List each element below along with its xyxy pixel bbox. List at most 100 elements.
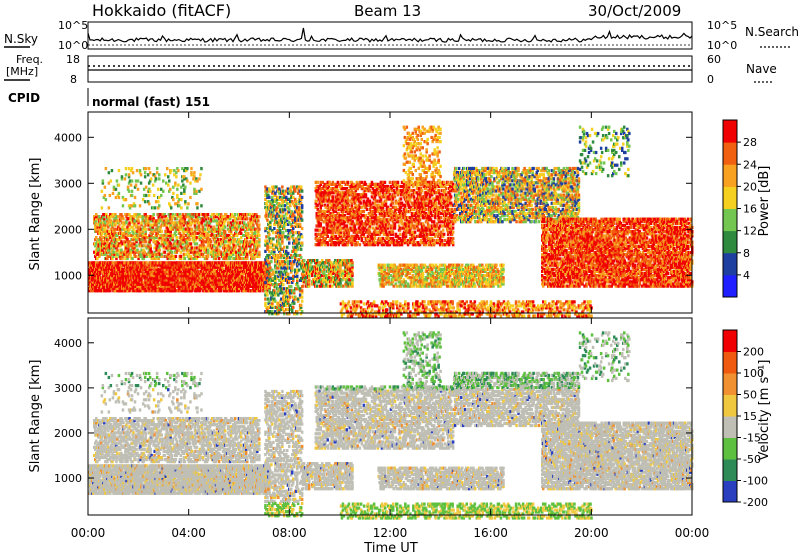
power-cell — [249, 276, 252, 280]
power-cell — [116, 282, 119, 286]
power-cell — [205, 215, 209, 219]
power-cell — [249, 261, 252, 265]
power-cell — [172, 246, 176, 250]
power-cell — [163, 240, 166, 244]
power-cell — [114, 213, 117, 217]
power-cell — [126, 225, 129, 229]
power-cell — [99, 219, 102, 223]
power-cell — [117, 195, 121, 200]
power-cell — [259, 289, 262, 293]
power-cell — [143, 263, 146, 267]
power-cell — [103, 219, 106, 223]
power-cell — [137, 261, 140, 265]
power-cell — [292, 231, 295, 235]
power-cell — [133, 242, 136, 246]
power-cell — [109, 289, 112, 293]
power-cell — [202, 261, 206, 265]
power-cell — [117, 169, 121, 173]
power-cell — [151, 254, 154, 258]
power-cell — [215, 252, 219, 256]
power-cell — [143, 244, 146, 248]
power-cell — [261, 269, 264, 274]
power-cell — [132, 289, 135, 293]
power-cell — [141, 236, 144, 240]
power-cell — [229, 254, 233, 258]
power-cell — [168, 267, 171, 271]
power-cell — [237, 274, 240, 278]
power-cell — [172, 261, 176, 265]
power-cell — [178, 231, 182, 235]
power-cell — [187, 256, 191, 261]
power-cell — [171, 213, 175, 217]
power-cell — [227, 261, 231, 265]
power-cell — [119, 254, 122, 258]
power-cell — [139, 181, 143, 185]
power-cell — [228, 236, 232, 240]
power-cell — [103, 193, 107, 198]
power-cell — [167, 213, 170, 217]
power-cell — [137, 219, 140, 223]
power-cell — [258, 233, 261, 238]
power-cell — [107, 171, 111, 175]
power-cell — [108, 244, 111, 248]
power-cell — [247, 286, 250, 291]
power-cell — [169, 248, 172, 252]
station-title: Hokkaido (fitACF) — [92, 1, 231, 20]
power-cell — [174, 289, 178, 293]
power-cell — [112, 215, 115, 219]
power-cell — [179, 256, 183, 261]
power-cell — [194, 231, 198, 235]
power-cell — [191, 269, 195, 274]
power-cell — [221, 284, 225, 288]
power-cell — [170, 254, 173, 258]
power-cell — [212, 225, 216, 229]
power-cell — [206, 254, 210, 258]
power-cell — [300, 210, 304, 214]
freq-unit: [MHz] — [6, 65, 38, 78]
power-cell — [156, 240, 159, 244]
power-cell — [202, 213, 206, 217]
power-cell — [97, 225, 100, 229]
power-cell — [154, 177, 158, 181]
power-cell — [246, 256, 249, 261]
power-cell — [245, 215, 248, 219]
power-cell — [121, 227, 124, 231]
power-cell — [166, 167, 169, 171]
power-cell — [114, 242, 117, 246]
power-cell — [209, 252, 213, 256]
power-cell — [95, 213, 98, 217]
power-cell — [131, 238, 134, 242]
power-cell — [263, 276, 266, 280]
power-cell — [235, 263, 238, 267]
power-cell — [98, 227, 101, 231]
power-cell — [161, 236, 164, 240]
power-cell — [127, 173, 131, 177]
power-cell — [99, 221, 102, 225]
power-cell — [141, 229, 144, 233]
power-cell — [232, 280, 235, 284]
power-cell — [149, 215, 152, 219]
power-cell — [117, 191, 121, 195]
power-cell — [179, 254, 183, 258]
power-cell — [215, 263, 219, 267]
power-cell — [295, 199, 298, 204]
power-cell — [300, 241, 304, 245]
power-cell — [245, 263, 248, 267]
power-cell — [130, 167, 134, 171]
power-cell — [152, 238, 155, 242]
power-cell — [130, 250, 133, 254]
power-cell — [261, 272, 264, 276]
power-cell — [224, 213, 228, 217]
power-cell — [136, 284, 139, 288]
power-cell — [227, 272, 231, 276]
power-cell — [123, 177, 127, 181]
power-cell — [106, 280, 109, 284]
power-cell — [228, 217, 232, 221]
power-cell — [111, 248, 114, 252]
power-cell — [131, 246, 134, 250]
freq-tick-hi: 18 — [66, 53, 80, 66]
power-cell — [95, 236, 98, 240]
power-cell — [111, 242, 114, 246]
power-cell — [234, 225, 237, 229]
power-cell — [202, 236, 206, 240]
